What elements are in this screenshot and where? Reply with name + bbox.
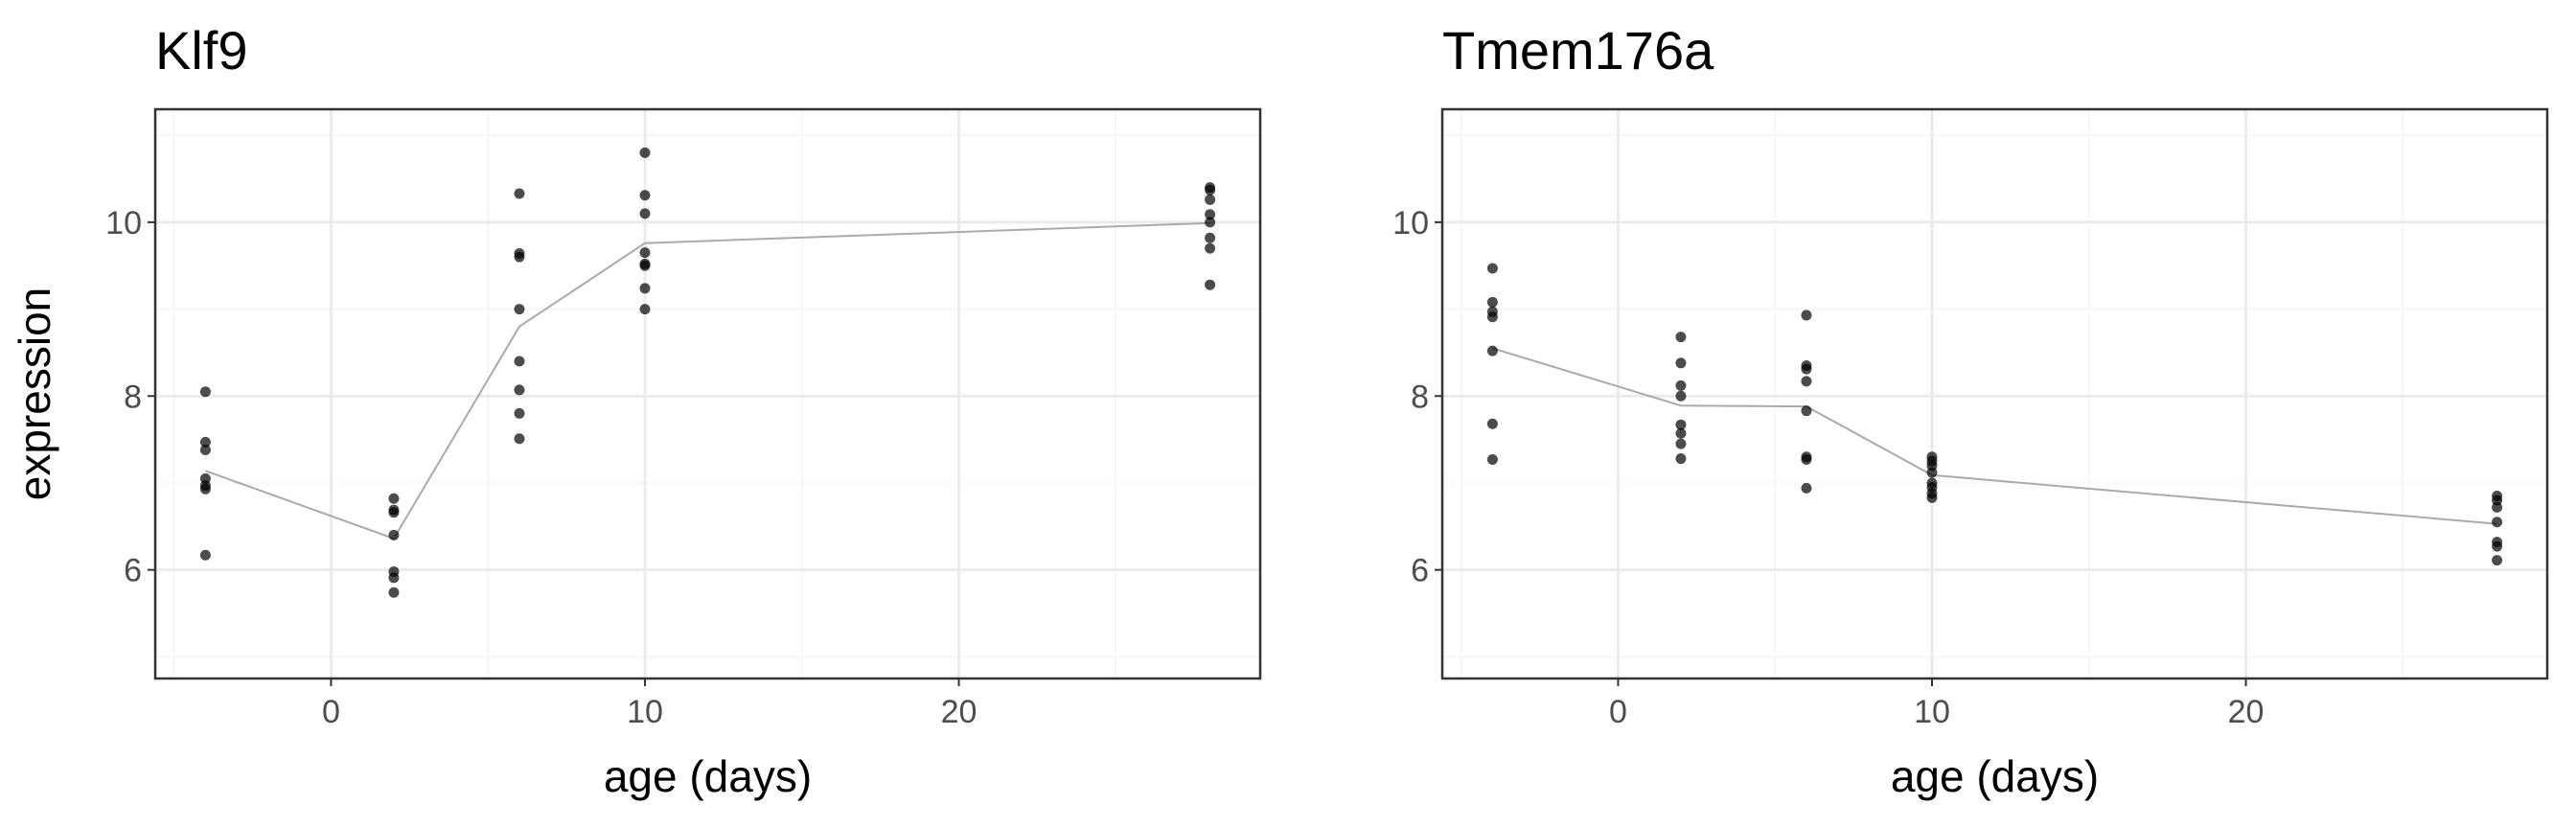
data-point <box>199 386 211 398</box>
data-point <box>1205 279 1216 290</box>
data-point <box>1801 363 1812 375</box>
data-point <box>388 493 400 504</box>
grid-major <box>1442 109 2547 678</box>
data-point <box>514 304 525 315</box>
data-point <box>639 147 651 158</box>
y-tick-label: 6 <box>124 553 142 589</box>
data-point <box>1486 418 1498 429</box>
data-point <box>1801 482 1812 494</box>
y-tick-label: 8 <box>124 379 142 415</box>
grid-major <box>155 109 1260 678</box>
data-point <box>639 247 651 259</box>
data-point <box>1205 194 1216 205</box>
data-point <box>1926 492 1938 503</box>
data-point <box>1675 419 1687 430</box>
x-axis-title: age (days) <box>1891 751 2099 801</box>
data-point <box>639 283 651 294</box>
data-point <box>199 483 211 494</box>
x-tick-label: 20 <box>2228 694 2265 730</box>
y-axis-title: expression <box>10 288 59 500</box>
data-point <box>1926 467 1938 478</box>
data-point <box>1675 357 1687 369</box>
data-point <box>514 384 525 396</box>
data-point <box>2492 501 2503 513</box>
data-point <box>199 549 211 561</box>
data-point <box>1675 380 1687 391</box>
panel-klf9: 6 8 10 0 10 20 Klf9 age (days) <box>105 20 1262 801</box>
data-point <box>639 190 651 201</box>
data-point <box>1486 453 1498 465</box>
y-tick-label: 8 <box>1411 379 1429 415</box>
x-axis-ticks: 0 10 20 <box>1609 678 2264 730</box>
x-axis-ticks: 0 10 20 <box>322 678 977 730</box>
data-points <box>1486 263 2503 566</box>
panel-background <box>1442 109 2547 678</box>
y-tick-label: 10 <box>1392 205 1429 242</box>
data-point <box>514 356 525 367</box>
panel-title: Klf9 <box>155 20 248 80</box>
data-point <box>1205 209 1216 220</box>
data-point <box>1486 311 1498 323</box>
panel-tmem176a: 6 8 10 0 10 20 Tmem176a age (days) <box>1392 20 2549 801</box>
grid-minor <box>155 109 1260 678</box>
data-point <box>1801 376 1812 387</box>
data-point <box>388 572 400 584</box>
y-axis-ticks: 6 8 10 <box>105 205 155 589</box>
data-point <box>514 251 525 263</box>
data-point <box>1675 390 1687 402</box>
data-point <box>514 407 525 419</box>
y-tick-label: 10 <box>105 205 142 242</box>
panel-border <box>153 107 1262 680</box>
data-point <box>1801 310 1812 321</box>
data-point <box>514 433 525 445</box>
data-point <box>514 188 525 199</box>
mean-line-path <box>205 221 1210 540</box>
data-point <box>1486 296 1498 308</box>
panel-title: Tmem176a <box>1442 20 1714 80</box>
data-point <box>388 586 400 598</box>
data-point <box>1205 242 1216 254</box>
data-point <box>1675 453 1687 465</box>
data-points <box>199 147 1216 598</box>
data-point <box>2492 555 2503 566</box>
data-point <box>1205 232 1216 243</box>
x-tick-label: 20 <box>941 694 978 730</box>
data-point <box>1675 438 1687 449</box>
data-point <box>1486 345 1498 356</box>
x-tick-label: 10 <box>627 694 663 730</box>
data-point <box>639 260 651 271</box>
panel-background <box>155 109 1260 678</box>
data-point <box>1801 453 1812 465</box>
x-tick-label: 0 <box>1609 694 1627 730</box>
data-point <box>1205 184 1216 196</box>
data-point <box>639 304 651 315</box>
x-axis-title: age (days) <box>604 751 812 801</box>
data-point <box>1675 332 1687 343</box>
x-tick-label: 0 <box>322 694 340 730</box>
data-point <box>1675 427 1687 439</box>
data-point <box>388 507 400 518</box>
data-point <box>199 436 211 448</box>
data-point <box>199 444 211 455</box>
y-axis-ticks: 6 8 10 <box>1392 205 1442 589</box>
x-tick-label: 10 <box>1914 694 1950 730</box>
data-point <box>2492 540 2503 552</box>
data-point <box>1486 263 1498 274</box>
data-point <box>1205 217 1216 228</box>
panel-border <box>1440 107 2549 680</box>
data-point <box>388 529 400 540</box>
mean-line <box>205 221 1210 540</box>
y-tick-label: 6 <box>1411 553 1429 589</box>
data-point <box>1801 405 1812 417</box>
data-point <box>2492 517 2503 528</box>
data-point <box>639 208 651 219</box>
grid-minor <box>1442 109 2547 678</box>
